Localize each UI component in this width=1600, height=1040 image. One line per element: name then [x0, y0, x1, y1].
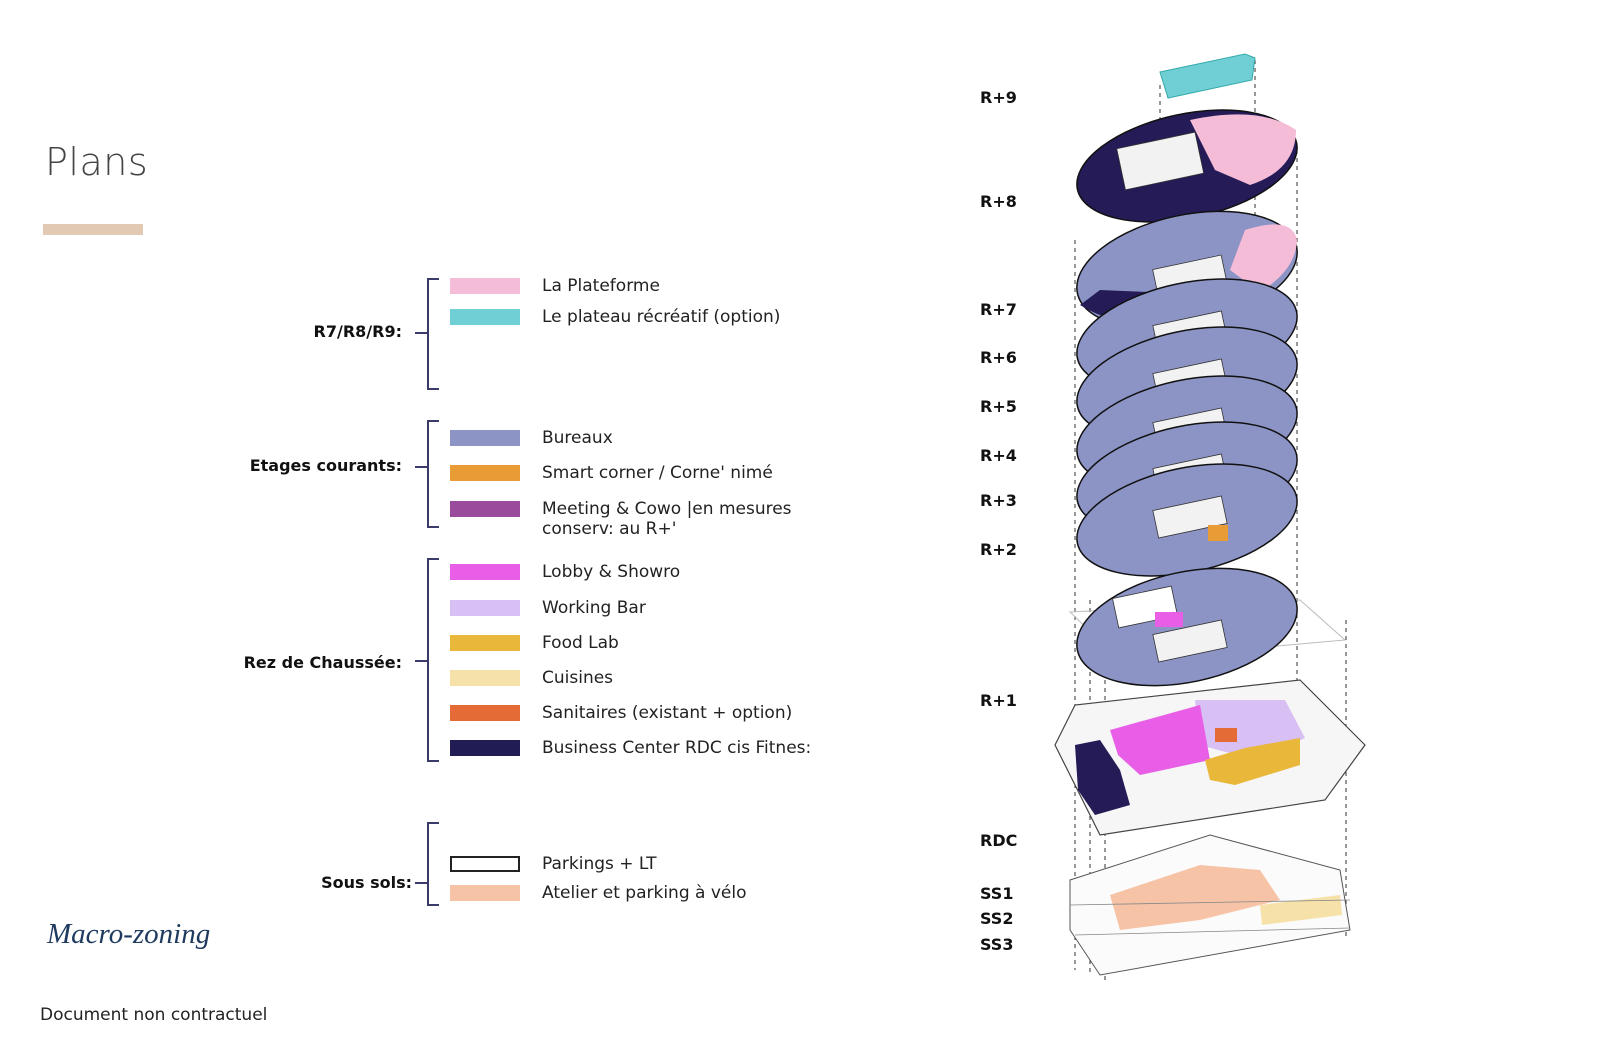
legend-item-label: Meeting & Cowo |en mesures conserv: au R…: [542, 499, 792, 539]
legend-item: Lobby & Showro: [450, 562, 680, 582]
legend-group-label: Etages courants:: [249, 456, 402, 475]
level-label: R+2: [980, 540, 1017, 559]
level-label: R+4: [980, 446, 1017, 465]
legend-bracket: [427, 822, 439, 906]
level-label: R+3: [980, 491, 1017, 510]
floor-r8: [1076, 109, 1298, 223]
legend-item: Sanitaires (existant + option): [450, 703, 792, 723]
legend-item: Cuisines: [450, 668, 613, 688]
legend-bracket: [427, 278, 439, 390]
legend-swatch: [450, 430, 520, 446]
legend-item: Bureaux: [450, 428, 613, 448]
legend-swatch: [450, 635, 520, 651]
legend-swatch: [450, 465, 520, 481]
legend-swatch: [450, 705, 520, 721]
floor-rdc: [1054, 679, 1366, 836]
legend-item: Business Center RDC cis Fitnes:: [450, 738, 811, 758]
legend-swatch: [450, 885, 520, 901]
legend-item-label: Food Lab: [542, 633, 619, 653]
legend-item: Le plateau récréatif (option): [450, 307, 780, 327]
level-label: R+7: [980, 300, 1017, 319]
zoning-legend: R7/R8/R9: La Plateforme Le plateau récré…: [243, 276, 811, 906]
legend-swatch: [450, 278, 520, 294]
legend-group-label: Rez de Chaussée:: [243, 653, 402, 672]
level-label: SS3: [980, 935, 1014, 954]
legend-item-label: Working Bar: [542, 598, 646, 618]
legend-swatch: [450, 564, 520, 580]
level-label: R+6: [980, 348, 1017, 367]
floor-r9-plateau: [1159, 53, 1256, 99]
footer-disclaimer: Document non contractuel: [40, 1005, 268, 1025]
legend-bracket-tick: [415, 882, 427, 884]
legend-swatch: [450, 600, 520, 616]
legend-item-label: La Plateforme: [542, 276, 660, 296]
legend-bracket-tick: [415, 660, 427, 662]
legend-item-label: Sanitaires (existant + option): [542, 703, 793, 723]
legend-swatch: [450, 309, 520, 325]
level-label: R+9: [980, 88, 1017, 107]
legend-item-label: Bureaux: [542, 428, 613, 448]
legend-bracket-tick: [415, 332, 427, 334]
exploded-floor-diagram: [1054, 53, 1366, 980]
legend-item-label: Le plateau récréatif (option): [542, 307, 781, 327]
legend-item-label: Smart corner / Corne' nimé: [542, 463, 773, 483]
legend-item-label: Atelier et parking à vélo: [542, 883, 747, 903]
legend-bracket-tick: [415, 466, 427, 468]
legend-group-label: R7/R8/R9:: [313, 322, 402, 341]
legend-bracket: [427, 558, 439, 762]
title-accent-bar: [43, 224, 143, 235]
page-title: Plans: [45, 140, 149, 184]
legend-swatch: [450, 856, 520, 872]
legend-swatch: [450, 501, 520, 517]
floor-r1: [1068, 567, 1347, 687]
level-label: RDC: [980, 831, 1018, 850]
level-label: R+5: [980, 397, 1017, 416]
legend-item: Parkings + LT: [450, 854, 656, 874]
legend-item-label: Business Center RDC cis Fitnes:: [542, 738, 812, 758]
legend-swatch: [450, 670, 520, 686]
level-label: SS2: [980, 909, 1014, 928]
legend-item: Atelier et parking à vélo: [450, 883, 746, 903]
legend-swatch: [450, 740, 520, 756]
level-label: R+8: [980, 192, 1017, 211]
legend-bracket: [427, 420, 439, 528]
level-label: SS1: [980, 884, 1014, 903]
legend-item: Food Lab: [450, 633, 619, 653]
legend-item: Smart corner / Corne' nimé: [450, 463, 773, 483]
page-subtitle: Macro-zoning: [47, 918, 211, 950]
legend-item-label: Cuisines: [542, 668, 614, 688]
legend-item: Working Bar: [450, 598, 646, 618]
legend-item-label: Lobby & Showro: [542, 562, 681, 582]
legend-item-label: Parkings + LT: [542, 854, 657, 874]
legend-item: La Plateforme: [450, 276, 660, 296]
legend-item: Meeting & Cowo |en mesures conserv: au R…: [450, 499, 802, 539]
level-label: R+1: [980, 691, 1017, 710]
legend-group-label: Sous sols:: [321, 873, 412, 892]
floor-basements: [1069, 834, 1351, 976]
